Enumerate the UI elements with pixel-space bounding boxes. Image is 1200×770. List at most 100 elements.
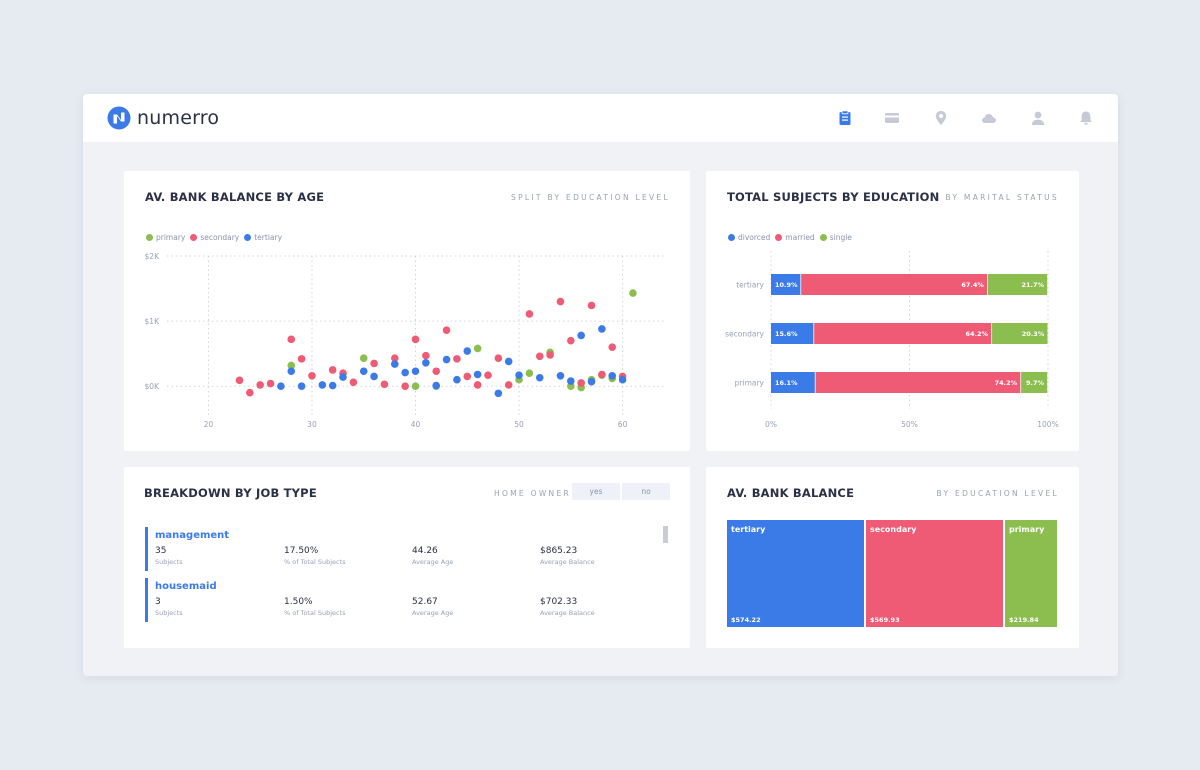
scatter-point-secondary[interactable] <box>235 376 244 385</box>
scatter-point-secondary[interactable] <box>525 310 534 318</box>
scatter-point-secondary[interactable] <box>587 301 596 310</box>
scatter-point-tertiary[interactable] <box>608 371 617 380</box>
scatter-point-tertiary[interactable] <box>287 367 296 376</box>
scatter-point-tertiary[interactable] <box>587 377 596 386</box>
scatter-point-secondary[interactable] <box>546 351 554 359</box>
legend-single[interactable]: single <box>819 233 852 242</box>
scatter-point-secondary[interactable] <box>453 355 461 363</box>
scatter-point-secondary[interactable] <box>608 343 617 351</box>
scatter-point-secondary[interactable] <box>598 370 606 379</box>
x-tick-label: 20 <box>204 420 214 429</box>
scatter-point-tertiary[interactable] <box>370 372 378 381</box>
scatter-point-tertiary[interactable] <box>432 381 441 390</box>
bar-segment-married[interactable] <box>814 323 992 344</box>
scatter-point-secondary[interactable] <box>256 381 264 389</box>
scatter-point-tertiary[interactable] <box>411 367 420 376</box>
scatter-point-secondary[interactable] <box>494 354 503 363</box>
bar-segment-divorced[interactable] <box>771 372 815 393</box>
user-icon[interactable] <box>1030 110 1046 126</box>
scatter-point-tertiary[interactable] <box>328 381 337 390</box>
scatter-point-tertiary[interactable] <box>453 375 461 384</box>
scatter-point-secondary[interactable] <box>535 352 544 361</box>
scatter-point-primary[interactable] <box>287 361 296 370</box>
scatter-point-secondary[interactable] <box>484 371 492 379</box>
scatter-point-primary[interactable] <box>411 382 420 391</box>
scatter-point-primary[interactable] <box>525 369 534 377</box>
scatter-point-tertiary[interactable] <box>390 360 399 368</box>
scatter-point-tertiary[interactable] <box>463 347 472 355</box>
treemap-tile-secondary[interactable]: secondary $569.93 <box>866 520 1003 627</box>
scatter-point-secondary[interactable] <box>246 388 254 397</box>
scatter-point-secondary[interactable] <box>308 371 316 380</box>
scatter-point-primary[interactable] <box>629 289 637 297</box>
scatter-point-secondary[interactable] <box>473 381 482 389</box>
scatter-point-tertiary[interactable] <box>401 368 409 377</box>
scatter-point-secondary[interactable] <box>442 326 451 335</box>
scatter-point-secondary[interactable] <box>287 335 296 344</box>
bar-segment-married[interactable] <box>801 274 988 295</box>
app-logo[interactable]: numerro <box>107 106 219 130</box>
scatter-point-tertiary[interactable] <box>515 371 523 379</box>
legend-primary[interactable]: primary <box>146 233 185 242</box>
bell-icon[interactable] <box>1078 110 1094 126</box>
scatter-point-tertiary[interactable] <box>359 367 368 376</box>
bar-segment-divorced[interactable] <box>771 274 801 295</box>
card-icon[interactable] <box>884 110 900 126</box>
scatter-point-secondary[interactable] <box>401 382 409 391</box>
legend-tertiary[interactable]: tertiary <box>244 233 282 242</box>
job-item-management[interactable]: management 35 Subjects 17.50% % of Total S… <box>145 527 645 571</box>
home-owner-no-toggle[interactable]: no <box>622 483 670 500</box>
scatter-point-tertiary[interactable] <box>473 370 482 379</box>
bar-segment-single[interactable] <box>987 274 1048 295</box>
scatter-point-primary[interactable] <box>473 344 482 353</box>
scatter-point-tertiary[interactable] <box>442 355 451 364</box>
home-owner-yes-toggle[interactable]: yes <box>572 483 620 500</box>
scatter-point-secondary[interactable] <box>567 336 575 345</box>
scatter-point-secondary[interactable] <box>349 378 358 387</box>
scatter-point-secondary[interactable] <box>504 381 513 389</box>
scatter-point-tertiary[interactable] <box>504 357 513 366</box>
job-list-scrollbar[interactable] <box>663 526 668 543</box>
scatter-point-tertiary[interactable] <box>577 331 585 340</box>
scatter-point-tertiary[interactable] <box>318 381 327 389</box>
scatter-point-secondary[interactable] <box>370 359 378 368</box>
scatter-point-secondary[interactable] <box>297 355 306 363</box>
scatter-point-tertiary[interactable] <box>494 389 503 398</box>
scatter-point-secondary[interactable] <box>556 297 565 306</box>
cloud-icon[interactable] <box>981 110 997 126</box>
scatter-point-tertiary[interactable] <box>618 375 627 384</box>
job-item-housemaid[interactable]: housemaid 3 Subjects 1.50% % of Total Subj… <box>145 578 645 622</box>
bar-segment-single[interactable] <box>992 323 1048 344</box>
scatter-point-secondary[interactable] <box>266 379 275 388</box>
treemap-tile-primary[interactable]: primary $219.84 <box>1005 520 1057 627</box>
scatter-point-secondary[interactable] <box>422 351 430 360</box>
scatter-point-tertiary[interactable] <box>339 373 347 381</box>
scatter-point-secondary[interactable] <box>577 379 585 387</box>
legend-divorced[interactable]: divorced <box>728 233 770 242</box>
bar-value-label: 74.2% <box>995 379 1018 387</box>
stacked-subtitle: BY MARITAL STATUS <box>945 193 1059 202</box>
scatter-point-primary[interactable] <box>567 382 575 391</box>
scatter-point-secondary[interactable] <box>432 367 441 376</box>
clipboard-icon[interactable] <box>837 110 853 126</box>
scatter-point-tertiary[interactable] <box>535 373 544 382</box>
legend-married[interactable]: married <box>775 233 815 242</box>
scatter-point-secondary[interactable] <box>390 354 399 363</box>
scatter-point-tertiary[interactable] <box>567 377 575 385</box>
bar-segment-married[interactable] <box>815 372 1021 393</box>
legend-secondary[interactable]: secondary <box>190 233 239 242</box>
scatter-point-tertiary[interactable] <box>422 358 430 367</box>
scatter-point-primary[interactable] <box>359 354 368 363</box>
scatter-point-tertiary[interactable] <box>556 371 565 380</box>
scatter-point-tertiary[interactable] <box>277 382 285 391</box>
scatter-point-secondary[interactable] <box>328 366 337 374</box>
bar-segment-divorced[interactable] <box>771 323 814 344</box>
scatter-point-tertiary[interactable] <box>297 382 306 391</box>
bar-segment-single[interactable] <box>1021 372 1048 393</box>
scatter-point-secondary[interactable] <box>380 380 389 389</box>
scatter-point-secondary[interactable] <box>463 372 472 381</box>
scatter-point-secondary[interactable] <box>411 335 420 344</box>
location-pin-icon[interactable] <box>933 110 949 126</box>
scatter-point-tertiary[interactable] <box>598 325 606 333</box>
treemap-tile-tertiary[interactable]: tertiary $574.22 <box>727 520 864 627</box>
